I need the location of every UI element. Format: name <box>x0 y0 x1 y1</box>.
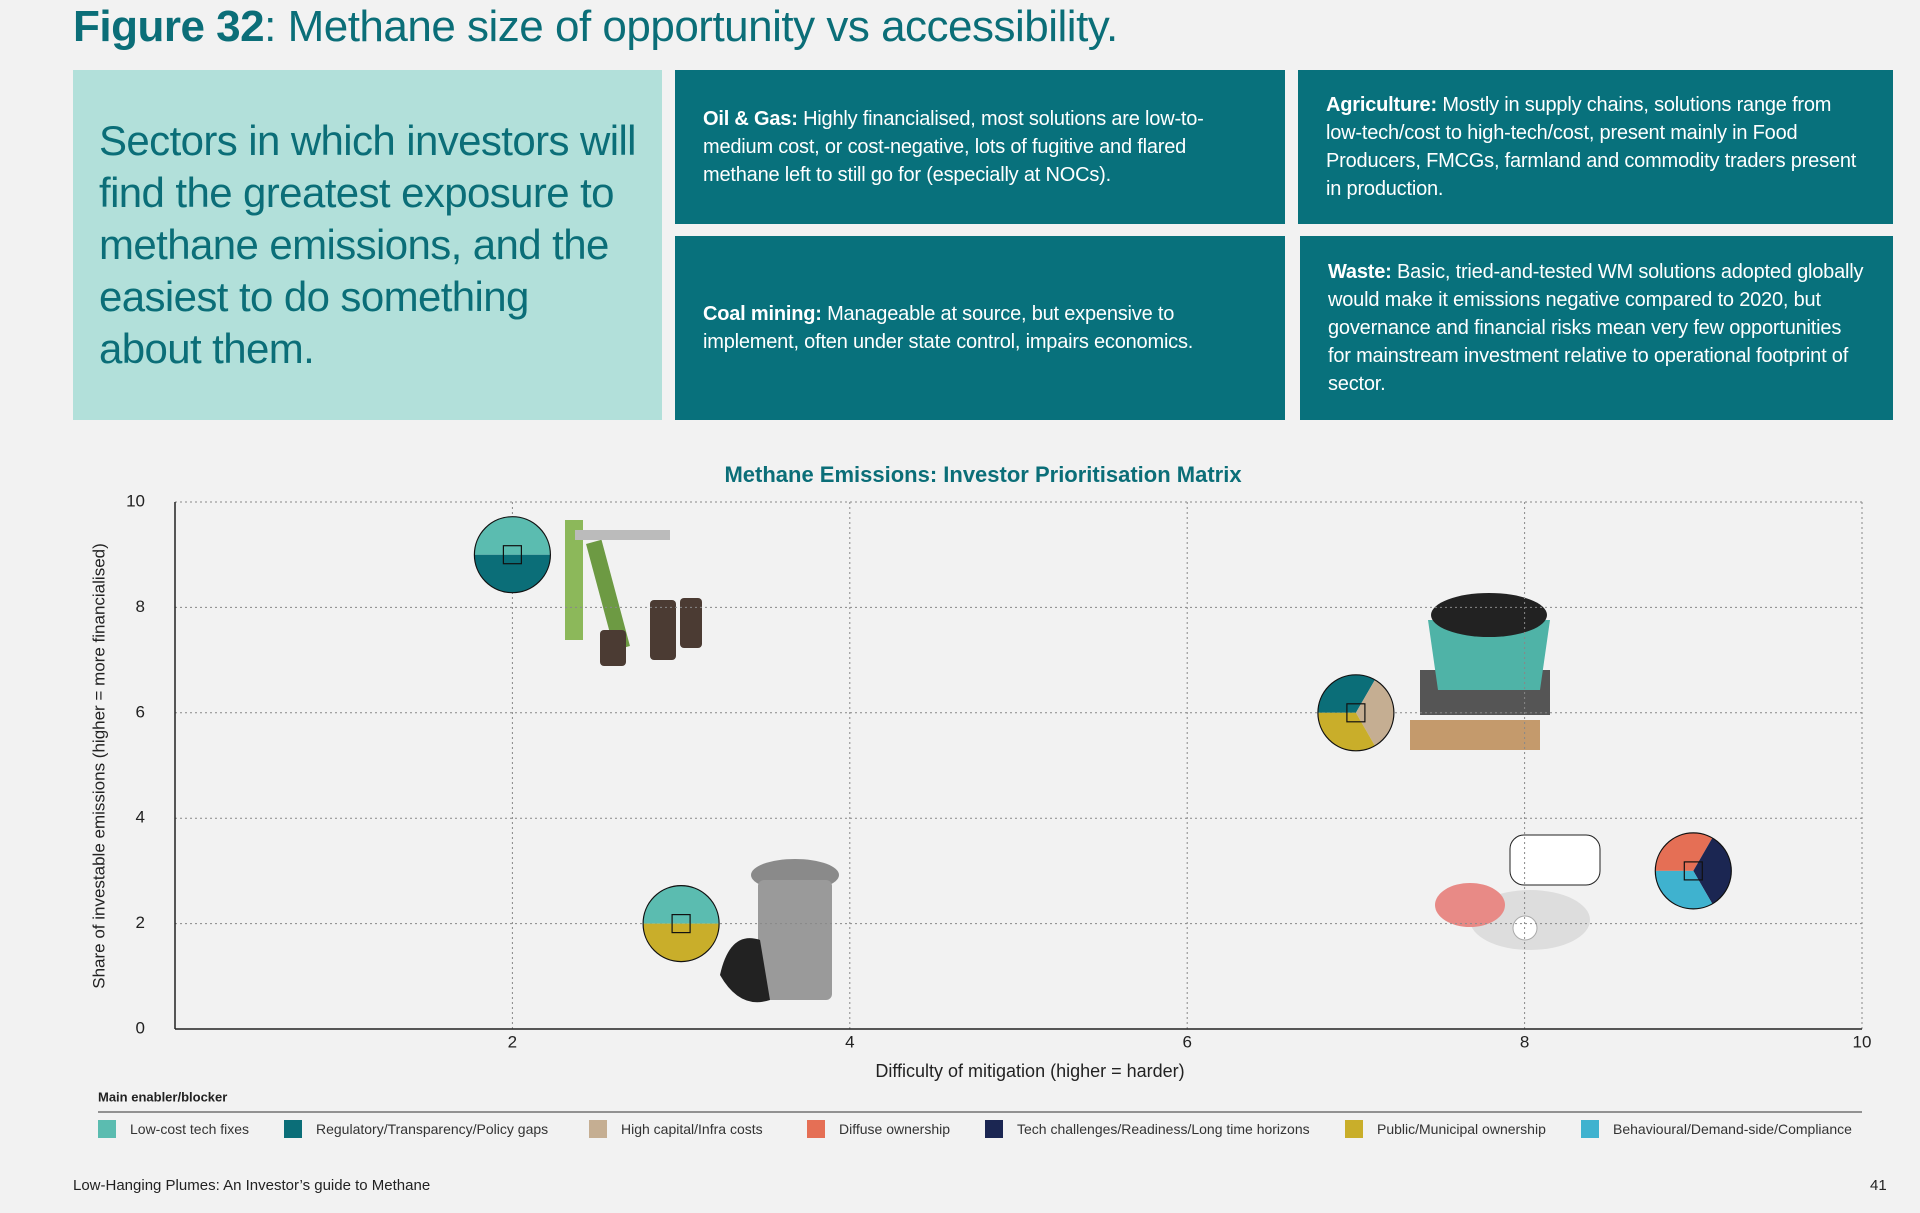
chart-title: Methane Emissions: Investor Prioritisati… <box>724 462 1242 487</box>
legend-label: Low-cost tech fixes <box>130 1121 250 1137</box>
title-text: : Methane size of opportunity vs accessi… <box>264 2 1118 51</box>
y-tick-label: 2 <box>136 913 145 932</box>
legend-label: Tech challenges/Readiness/Long time hori… <box>1017 1121 1310 1137</box>
legend-item: Low-cost tech fixes <box>98 1120 249 1138</box>
sector-text: Waste: Basic, tried-and-tested WM soluti… <box>1328 258 1865 398</box>
sector-label: Agriculture: <box>1326 94 1437 116</box>
pie-marker <box>642 884 720 963</box>
x-axis-label: Difficulty of mitigation (higher = harde… <box>875 1061 1184 1081</box>
sector-description: Manageable at source, but expensive to i… <box>703 303 1194 353</box>
legend-item: High capital/Infra costs <box>589 1120 763 1138</box>
y-tick-label: 4 <box>136 808 145 827</box>
page-number: 41 <box>1870 1177 1887 1194</box>
y-tick-label: 8 <box>136 597 145 616</box>
point-marker <box>502 545 522 565</box>
point-marker <box>671 913 691 934</box>
icon-coal-cart <box>1410 593 1550 750</box>
legend-label: Public/Municipal ownership <box>1377 1121 1546 1137</box>
sector-text: Agriculture: Mostly in supply chains, so… <box>1326 91 1865 203</box>
pie-segment <box>643 923 720 962</box>
legend-swatch <box>284 1120 302 1138</box>
legend-title: Main enabler/blocker <box>98 1089 227 1104</box>
sector-label: Oil & Gas: <box>703 108 798 130</box>
x-tick-label: 10 <box>1853 1032 1872 1051</box>
pie-segment <box>474 554 551 593</box>
legend-item: Tech challenges/Readiness/Long time hori… <box>985 1120 1310 1138</box>
pie-marker <box>1317 674 1395 752</box>
x-tick-label: 6 <box>1182 1032 1191 1051</box>
legend-label: Behavioural/Demand-side/Compliance <box>1613 1121 1852 1137</box>
icon-livestock <box>1435 834 1601 950</box>
pie-outline <box>642 884 720 963</box>
legend-swatch <box>1345 1120 1363 1138</box>
pie-segment <box>1355 679 1394 746</box>
sector-box: Oil & Gas: Highly financialised, most so… <box>675 70 1285 224</box>
x-tick-label: 4 <box>845 1032 854 1051</box>
intro-box: Sectors in which investors will find the… <box>73 70 662 420</box>
legend-label: Diffuse ownership <box>839 1121 951 1137</box>
legend-swatch <box>807 1120 825 1138</box>
footer-text: Low-Hanging Plumes: An Investor’s guide … <box>73 1177 431 1194</box>
legend-swatch <box>985 1120 1003 1138</box>
sector-description: Mostly in supply chains, solutions range… <box>1326 94 1857 200</box>
sector-description: Basic, tried-and-tested WM solutions ado… <box>1328 261 1864 395</box>
sector-text: Coal mining: Manageable at source, but e… <box>703 300 1257 356</box>
intro-text: Sectors in which investors will find the… <box>99 117 637 372</box>
sector-box: Agriculture: Mostly in supply chains, so… <box>1298 70 1893 224</box>
sector-box: Waste: Basic, tried-and-tested WM soluti… <box>1300 236 1893 420</box>
sector-box: Coal mining: Manageable at source, but e… <box>675 236 1285 420</box>
x-tick-label: 8 <box>1520 1032 1529 1051</box>
sector-text: Oil & Gas: Highly financialised, most so… <box>703 105 1257 189</box>
pie-segment <box>643 885 720 924</box>
figure-title: Figure 32: Methane size of opportunity v… <box>73 2 1118 52</box>
x-tick-label: 2 <box>508 1032 517 1051</box>
pie-marker <box>1654 832 1732 910</box>
point-marker <box>1683 861 1703 881</box>
pie-outline <box>473 516 552 594</box>
legend-item: Public/Municipal ownership <box>1345 1120 1546 1138</box>
pie-outline <box>1317 674 1395 752</box>
sector-label: Coal mining: <box>703 303 822 325</box>
y-tick-label: 0 <box>136 1018 145 1037</box>
legend-label: Regulatory/Transparency/Policy gaps <box>316 1121 549 1137</box>
point-marker <box>1346 703 1366 723</box>
legend-item: Behavioural/Demand-side/Compliance <box>1581 1120 1852 1138</box>
sector-description: Highly financialised, most solutions are… <box>703 108 1204 186</box>
legend-swatch <box>98 1120 116 1138</box>
legend-item: Diffuse ownership <box>807 1120 950 1138</box>
legend-swatch <box>1581 1120 1599 1138</box>
pie-segment <box>474 516 551 555</box>
legend-swatch <box>589 1120 607 1138</box>
legend-item: Regulatory/Transparency/Policy gaps <box>284 1120 548 1138</box>
pie-outline <box>1654 832 1732 910</box>
figure-label: Figure 32 <box>73 2 265 51</box>
legend-label: High capital/Infra costs <box>621 1121 763 1137</box>
legend: Low-cost tech fixes Regulatory/Transparen… <box>98 1120 1878 1142</box>
y-axis-label: Share of investable emissions (higher = … <box>89 543 108 989</box>
sector-label: Waste: <box>1328 261 1392 283</box>
icon-trash-can <box>720 859 839 1003</box>
pie-marker <box>473 516 552 594</box>
icon-pumpjack <box>565 520 702 666</box>
y-tick-label: 10 <box>126 491 145 510</box>
y-tick-label: 6 <box>136 702 145 721</box>
